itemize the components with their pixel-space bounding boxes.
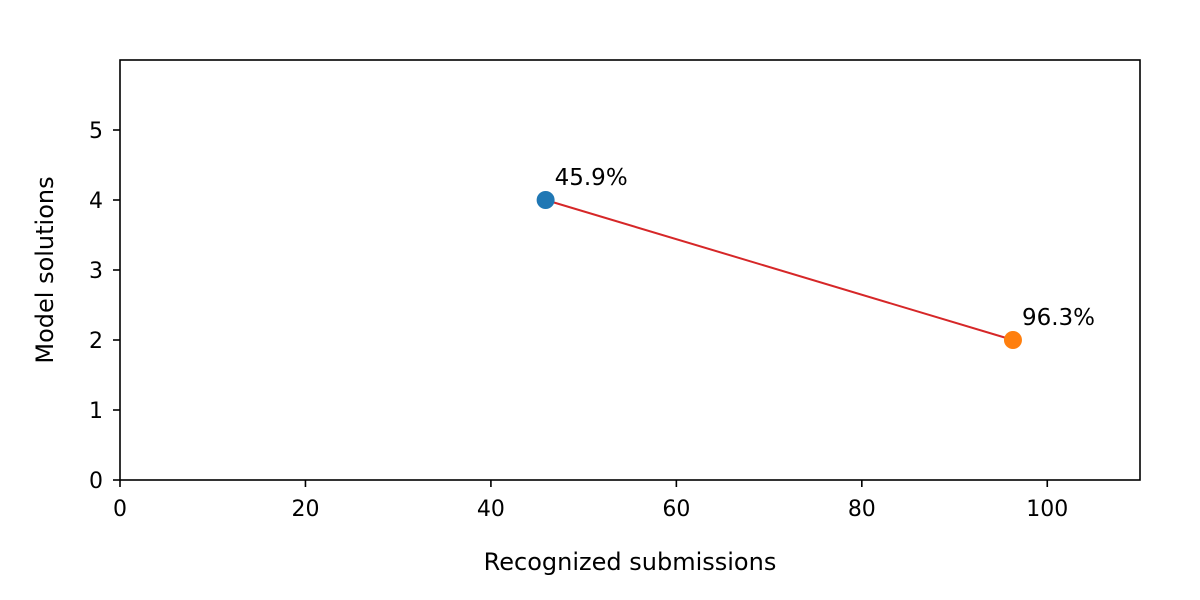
x-tick-label: 80: [848, 497, 876, 522]
plot-area: 45.9% 96.3%: [536, 165, 1095, 349]
x-axis-title: Recognized submissions: [484, 548, 777, 576]
y-tick-label: 1: [89, 399, 103, 424]
y-tick-label: 4: [89, 189, 103, 214]
data-point-1: [536, 191, 555, 209]
y-tick-label: 3: [89, 259, 103, 284]
data-point-2: [1003, 331, 1022, 349]
data-point-label-1: 45.9%: [555, 165, 628, 191]
connector-line: [545, 199, 1014, 341]
x-tick-label: 0: [113, 497, 127, 522]
x-tick-label: 60: [662, 497, 690, 522]
y-tick-label: 0: [89, 469, 103, 494]
x-tick-label: 100: [1026, 497, 1068, 522]
y-axis-title: Model solutions: [31, 176, 59, 363]
axes: 0 20 40 60 80 100 0 1 2 3 4 5: [89, 59, 1141, 522]
x-tick-label: 20: [291, 497, 319, 522]
y-tick-label: 2: [89, 329, 103, 354]
data-point-label-2: 96.3%: [1022, 305, 1095, 331]
x-tick-label: 40: [477, 497, 505, 522]
y-tick-label: 5: [89, 119, 103, 144]
